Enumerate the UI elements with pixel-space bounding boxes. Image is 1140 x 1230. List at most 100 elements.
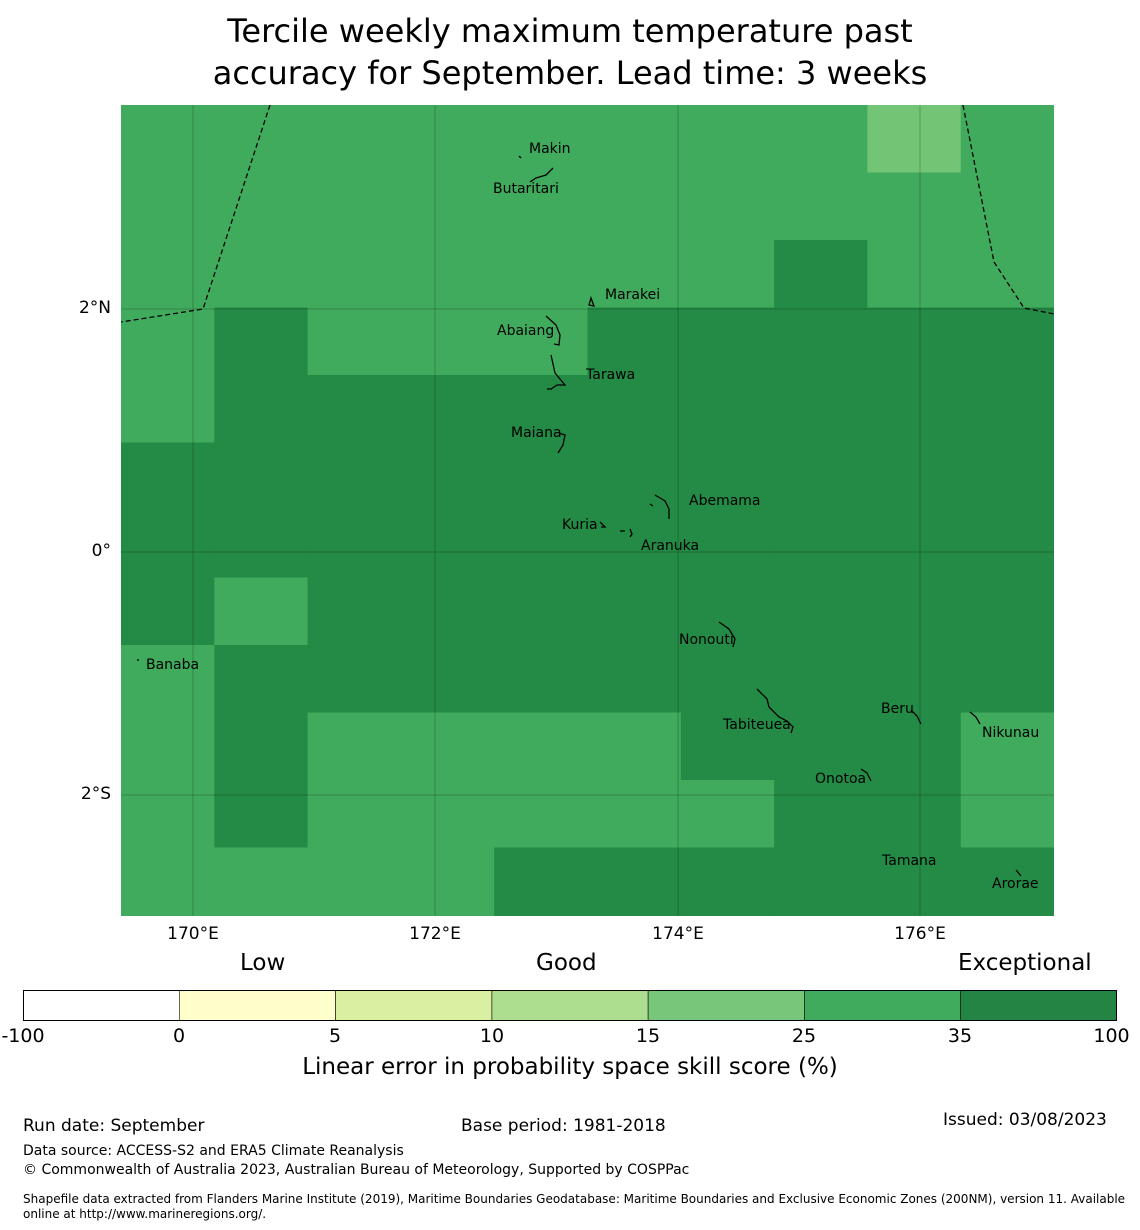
grid-cell [214, 172, 309, 241]
grid-cell [400, 847, 495, 916]
grid-cell [867, 847, 962, 916]
grid-cell [121, 375, 215, 444]
grid-cell [121, 847, 215, 916]
lat-tick-0: 0° [91, 541, 111, 561]
grid-cell [494, 172, 589, 241]
grid-cell [680, 847, 775, 916]
grid-cell [494, 375, 589, 444]
place-label-makin: Makin [529, 141, 571, 157]
grid-cell [680, 510, 775, 579]
grid-cell [494, 645, 589, 714]
grid-cell [587, 645, 682, 714]
chart-title: Tercile weekly maximum temperature past … [0, 10, 1140, 94]
grid-cell [960, 240, 1054, 309]
legend-category-good: Good [536, 950, 597, 976]
grid-cell [214, 645, 309, 714]
run-date: Run date: September [23, 1116, 205, 1136]
place-label-nonouti: Nonouti [679, 632, 734, 648]
grid-cell [867, 240, 962, 309]
colorbar-tick-15: 15 [635, 1025, 661, 1047]
place-label-abemama: Abemama [689, 493, 761, 509]
grid-cell [121, 172, 215, 241]
island-abaiang [545, 315, 561, 346]
grid-cell [587, 240, 682, 309]
grid-cell [307, 442, 402, 511]
grid-cell [774, 510, 868, 579]
title-line-2: accuracy for September. Lead time: 3 wee… [212, 54, 928, 92]
grid-cell [680, 780, 775, 849]
issued-date: Issued: 03/08/2023 [943, 1110, 1107, 1130]
grid-cell [121, 105, 215, 174]
grid-cell [494, 240, 589, 309]
colorbar-frame [23, 990, 1117, 1021]
colorbar-segment [335, 990, 493, 1021]
eez-boundary-east [962, 105, 1054, 315]
grid-cell [214, 105, 309, 174]
grid-cell [307, 105, 402, 174]
grid-cell [960, 847, 1054, 916]
grid-cell [774, 105, 868, 174]
base-period: Base period: 1981-2018 [461, 1116, 666, 1136]
place-label-tamana: Tamana [882, 853, 937, 869]
grid-cell [121, 307, 215, 376]
island-arorae [1015, 869, 1022, 877]
grid-cell [121, 510, 215, 579]
grid-cell [214, 847, 309, 916]
grid-cell [307, 577, 402, 646]
grid-cell [121, 645, 215, 714]
grid-cell [494, 510, 589, 579]
grid-cell [680, 645, 775, 714]
grid-cell [587, 172, 682, 241]
data-source: Data source: ACCESS-S2 and ERA5 Climate … [23, 1143, 404, 1159]
island-maiana [557, 432, 566, 454]
grid-cell [307, 172, 402, 241]
grid-cell [494, 307, 589, 376]
map-canvas [121, 105, 1054, 916]
grid-cell [400, 442, 495, 511]
title-line-1: Tercile weekly maximum temperature past [227, 12, 913, 50]
grid-cell [214, 510, 309, 579]
grid-cell [400, 780, 495, 849]
skill-map [121, 105, 1054, 916]
grid-cell [867, 510, 962, 579]
lat-tick-2n: 2°N [78, 298, 111, 318]
grid-cell [214, 442, 309, 511]
grid-cell [307, 645, 402, 714]
colorbar [23, 990, 1117, 1021]
grid-cell [587, 577, 682, 646]
grid-cell [587, 510, 682, 579]
legend-category-exceptional: Exceptional [958, 950, 1092, 976]
grid-cell [307, 847, 402, 916]
grid-cell [307, 307, 402, 376]
colorbar-segment [179, 990, 336, 1021]
island-tarawa [547, 354, 567, 390]
grid-cell [587, 442, 682, 511]
island-nonouti [718, 621, 736, 648]
grid-cell [774, 577, 868, 646]
place-label-maiana: Maiana [511, 425, 562, 441]
island-nikunau [969, 711, 981, 725]
colorbar-tick-5: 5 [328, 1025, 342, 1047]
grid-cell [214, 712, 309, 781]
grid-cell [587, 375, 682, 444]
island-aranuka [620, 528, 633, 538]
grid-cell [307, 510, 402, 579]
lon-tick-170e: 170°E [167, 924, 219, 944]
island-tabiteuea [756, 688, 794, 734]
grid-cell [214, 375, 309, 444]
grid-cell [867, 105, 962, 174]
grid-cell [867, 442, 962, 511]
grid-cell [587, 307, 682, 376]
grid-cell [960, 375, 1054, 444]
colorbar-segment [960, 990, 1117, 1021]
grid-cell [774, 307, 868, 376]
grid-cell [680, 172, 775, 241]
copyright: © Commonwealth of Australia 2023, Austra… [23, 1162, 690, 1178]
grid-cell [867, 172, 962, 241]
colorbar-segment [804, 990, 962, 1021]
place-label-marakei: Marakei [605, 287, 661, 303]
colorbar-segment [491, 990, 649, 1021]
colorbar-tick-35: 35 [947, 1025, 973, 1047]
grid-cell [214, 780, 309, 849]
grid-cell [867, 375, 962, 444]
